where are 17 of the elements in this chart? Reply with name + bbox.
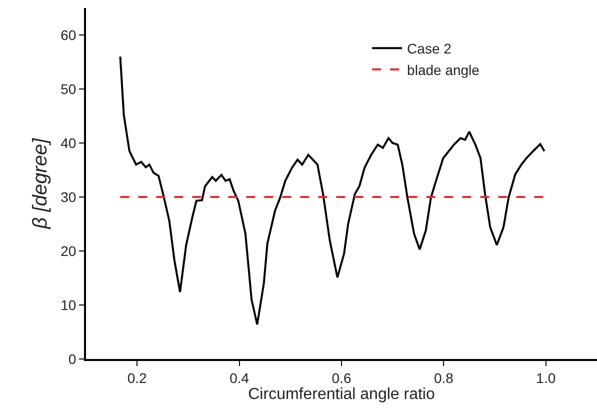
y-axis-title: β [degree]	[30, 138, 52, 230]
y-tick-label: 20	[60, 242, 76, 259]
x-tick-label: 1.0	[536, 370, 556, 386]
y-tick-label: 30	[60, 188, 76, 205]
legend-label: blade angle	[407, 62, 480, 78]
y-tick-label: 50	[60, 80, 76, 97]
y-tick-label: 60	[60, 26, 76, 43]
y-tick-label: 10	[60, 296, 76, 313]
x-axis-title: Circumferential angle ratio	[248, 386, 435, 403]
x-tick-label: 0.2	[127, 370, 148, 386]
y-tick-label: 40	[60, 134, 76, 151]
legend-label: Case 2	[407, 40, 452, 57]
x-tick-label: 0.8	[434, 370, 454, 386]
y-tick-label: 0	[68, 350, 76, 367]
x-tick-label: 0.4	[230, 370, 250, 386]
x-tick-label: 0.6	[332, 370, 352, 386]
line-series	[119, 56, 546, 326]
